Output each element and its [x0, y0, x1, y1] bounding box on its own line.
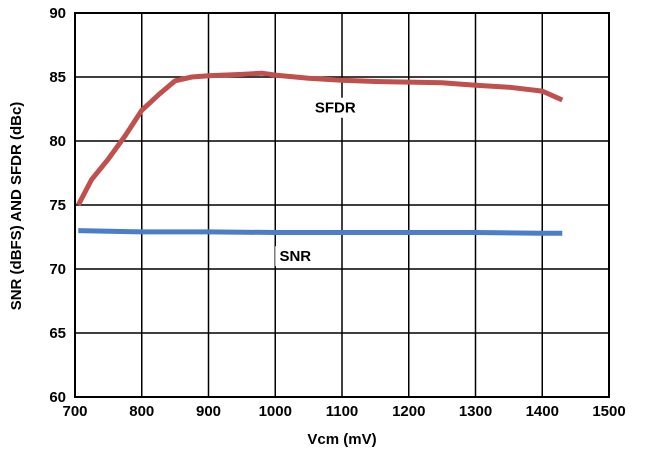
series-labels: SFDR SNR: [275, 97, 361, 267]
x-tick-label-900: 900: [196, 403, 221, 420]
x-tick-label-1500: 1500: [592, 403, 625, 420]
series-label-bg-snr: [275, 246, 316, 267]
y-tick-label-70: 70: [49, 261, 66, 278]
series-line-sfdr: [76, 70, 564, 207]
series-label-snr: SNR: [279, 248, 311, 265]
series-label-bg-sfdr: [310, 97, 361, 118]
series-line-snr: [78, 228, 563, 236]
x-tick-label-1100: 1100: [326, 403, 359, 420]
y-tick-label-80: 80: [49, 133, 66, 150]
x-tick-label-700: 700: [62, 403, 87, 420]
y-axis-title: SNR (dBFS) AND SFDR (dBc): [8, 102, 25, 311]
y-tick-label-60: 60: [49, 389, 66, 406]
y-axis-tick-labels: 60 65 70 75 80 85 90: [49, 5, 66, 406]
x-axis-tick-labels: 700 800 900 1000 1100 1200 1300 1400 1500: [62, 403, 625, 420]
plot-area-frame: [74, 12, 610, 398]
x-tick-label-1300: 1300: [459, 403, 492, 420]
series-label-sfdr: SFDR: [315, 100, 356, 117]
plot-border: [74, 12, 610, 398]
series-lines: [76, 70, 564, 236]
grid: [74, 12, 610, 398]
y-tick-label-90: 90: [49, 5, 66, 22]
x-tick-label-1400: 1400: [526, 403, 559, 420]
x-tick-label-1200: 1200: [392, 403, 425, 420]
x-tick-label-1000: 1000: [259, 403, 292, 420]
y-tick-label-85: 85: [49, 69, 66, 86]
x-axis-title: Vcm (mV): [307, 431, 376, 448]
y-tick-label-65: 65: [49, 325, 66, 342]
x-tick-label-800: 800: [129, 403, 154, 420]
y-tick-label-75: 75: [49, 197, 66, 214]
